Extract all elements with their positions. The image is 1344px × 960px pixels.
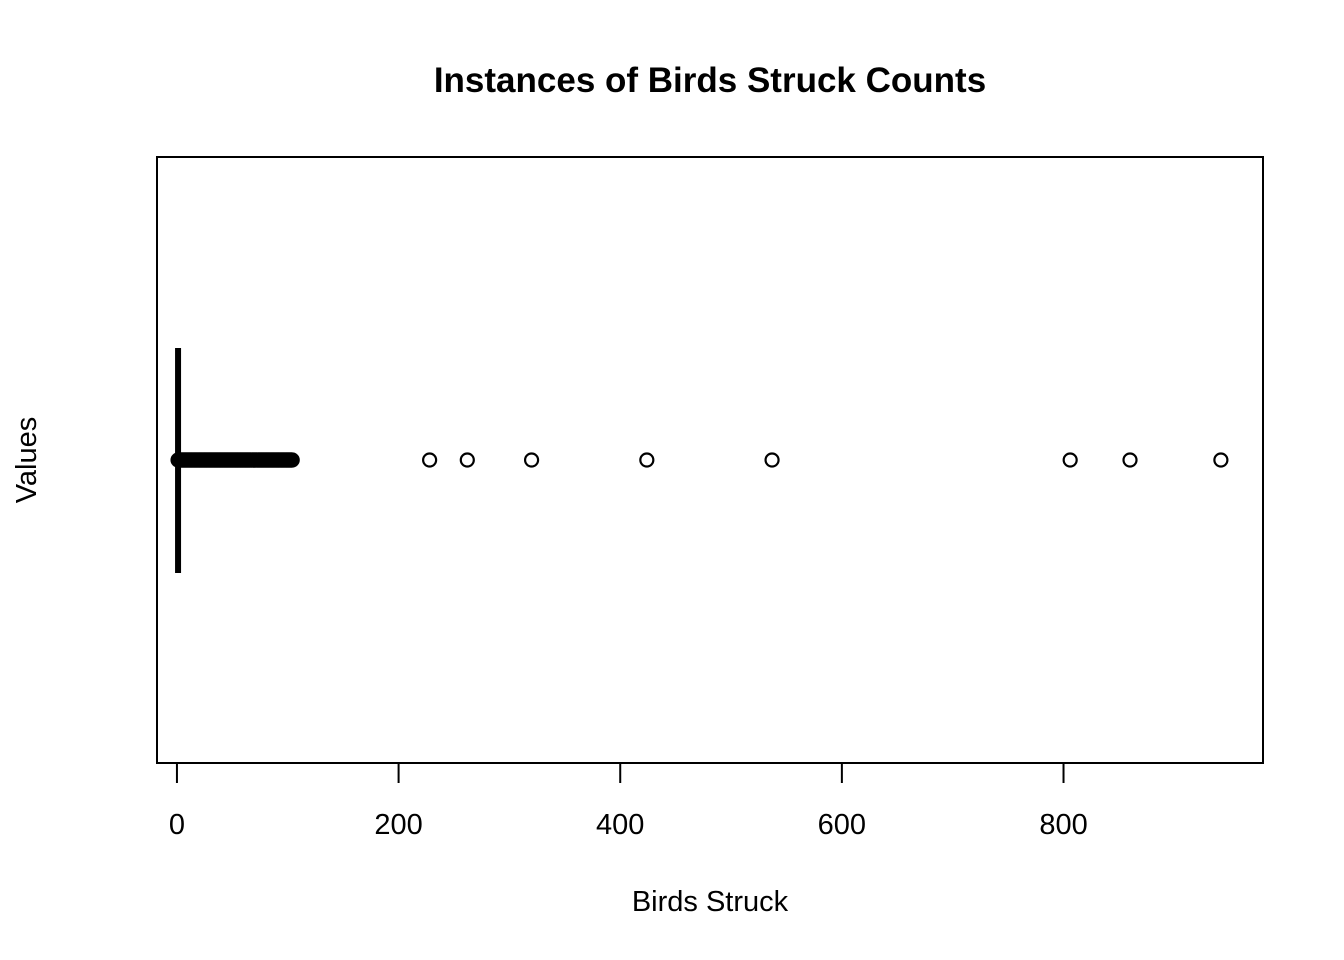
outlier-point — [422, 452, 438, 468]
plot-frame — [156, 156, 1264, 764]
plot-marks — [170, 348, 1229, 573]
outlier-point — [523, 452, 540, 468]
outlier-point — [459, 452, 475, 468]
y-axis-label: Values — [11, 417, 43, 504]
x-axis: 0 200 400 600 800 — [169, 762, 1088, 841]
outlier-point — [764, 452, 780, 468]
outlier-point — [639, 452, 655, 468]
x-tick-label: 600 — [818, 809, 866, 841]
outlier-point — [1122, 452, 1138, 468]
outlier-point — [1062, 452, 1078, 468]
x-tick-label: 0 — [169, 809, 185, 841]
x-tick-label: 800 — [1039, 809, 1087, 841]
x-tick-label: 400 — [596, 809, 644, 841]
chart-title: Instances of Birds Struck Counts — [434, 61, 986, 100]
x-axis-label: Birds Struck — [632, 886, 789, 918]
outlier-point — [1213, 452, 1229, 468]
x-tick-label: 200 — [374, 809, 422, 841]
